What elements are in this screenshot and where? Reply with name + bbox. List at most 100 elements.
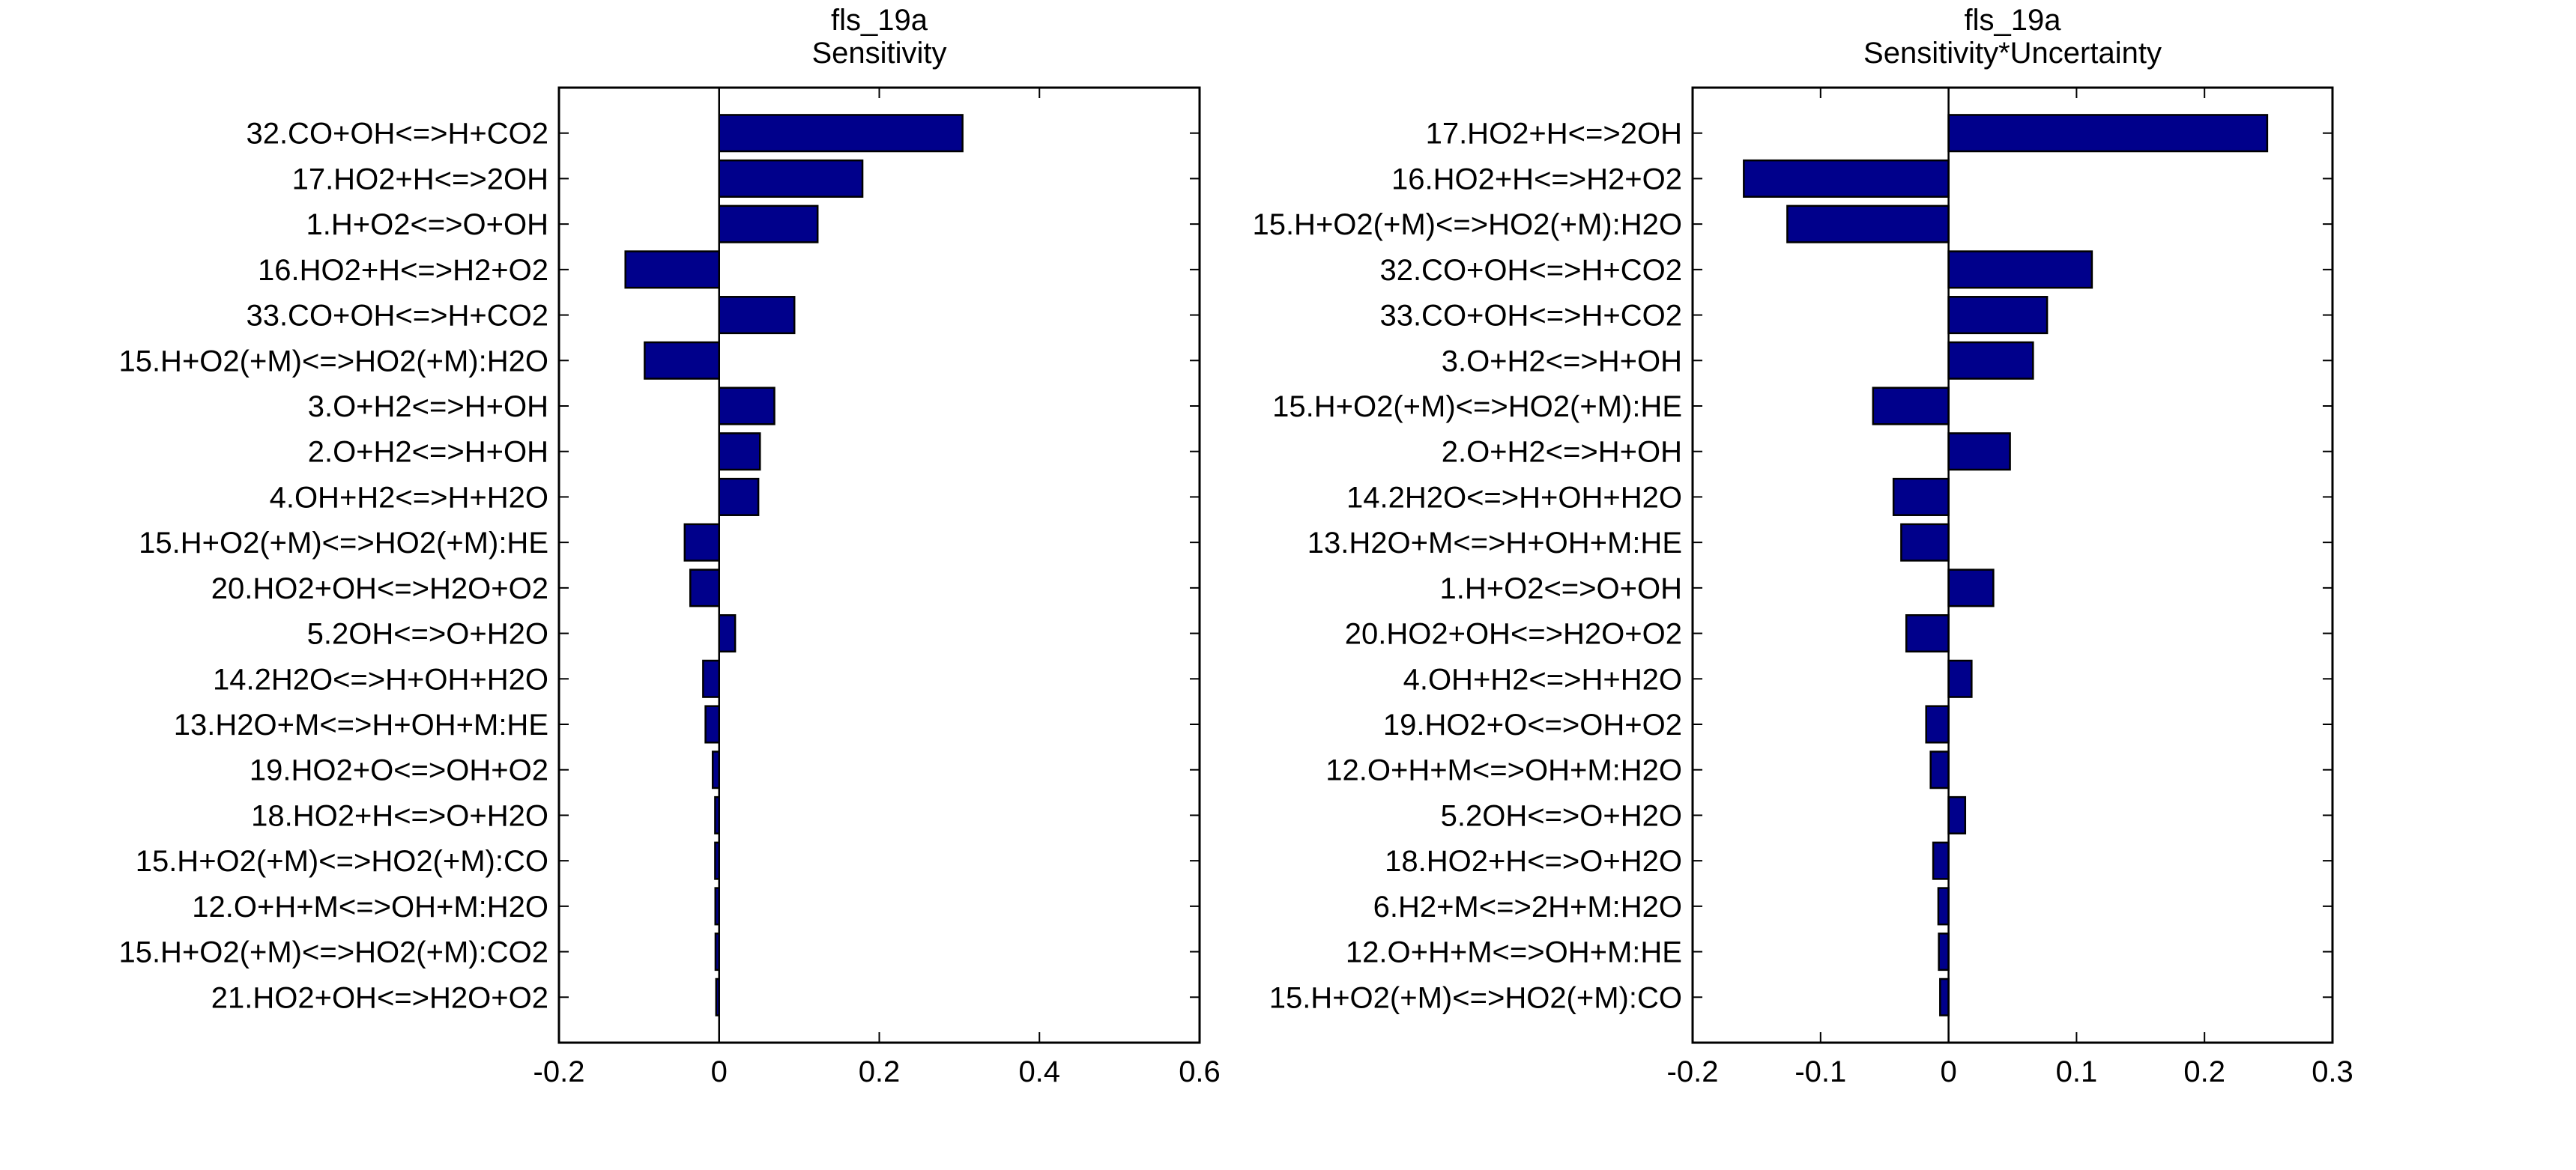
- bar: [1786, 204, 1950, 243]
- bar: [718, 477, 760, 516]
- axes-frame: [557, 86, 1201, 1044]
- bar-group: [624, 114, 964, 1016]
- y-tick-label: 3.O+H2<=>H+OH: [308, 390, 548, 423]
- sensitivity-chart: fls_19a Sensitivity 32.CO+OH<=>H+CO2 17.H…: [118, 4, 1220, 1088]
- bar: [1900, 523, 1950, 562]
- y-tick-label: 15.H+O2(+M)<=>HO2(+M):HE: [1272, 390, 1682, 423]
- y-tick-label: 33.CO+OH<=>H+CO2: [1379, 300, 1682, 333]
- y-tick-label: 1.H+O2<=>O+OH: [1439, 572, 1682, 605]
- y-tick-label: 15.H+O2(+M)<=>HO2(+M):CO: [136, 845, 548, 878]
- bar-group: [1743, 114, 2269, 1016]
- y-tick-label: 12.O+H+M<=>OH+M:H2O: [1325, 754, 1682, 787]
- y-tick-label: 21.HO2+OH<=>H2O+O2: [211, 981, 548, 1014]
- y-tick-label: 32.CO+OH<=>H+CO2: [246, 118, 548, 151]
- y-tick-label: 18.HO2+H<=>O+H2O: [1385, 845, 1682, 878]
- x-tick-label: 0.2: [2183, 1055, 2225, 1088]
- y-tick-label: 19.HO2+O<=>OH+O2: [250, 754, 548, 787]
- y-tick-label: 4.OH+H2<=>H+H2O: [270, 481, 548, 514]
- y-tick-label: 14.2H2O<=>H+OH+H2O: [1346, 481, 1682, 514]
- y-tick-label: 4.OH+H2<=>H+H2O: [1403, 663, 1682, 696]
- x-tick-label: -0.2: [533, 1055, 585, 1088]
- x-tick-labels: -0.2 -0.1 0 0.1 0.2 0.3: [1667, 1055, 2353, 1088]
- bar: [702, 659, 720, 698]
- bar: [1947, 250, 2093, 289]
- bar: [683, 523, 721, 562]
- bar: [718, 159, 864, 198]
- bar: [704, 705, 720, 744]
- y-tick-label: 12.O+H+M<=>OH+M:H2O: [192, 891, 548, 924]
- bar: [1925, 705, 1950, 744]
- bar: [1929, 751, 1950, 789]
- y-tick-label: 20.HO2+OH<=>H2O+O2: [1345, 618, 1682, 651]
- y-tick-label: 20.HO2+OH<=>H2O+O2: [211, 572, 548, 605]
- y-tick-label: 1.H+O2<=>O+OH: [306, 208, 548, 241]
- bar: [718, 296, 796, 335]
- bar: [711, 751, 721, 789]
- bar: [1947, 296, 2049, 335]
- x-tick-label: 0.4: [1018, 1055, 1060, 1088]
- y-tick-label: 18.HO2+H<=>O+H2O: [251, 799, 548, 832]
- bar: [718, 614, 737, 653]
- bar: [1905, 614, 1950, 653]
- y-tick-label: 15.H+O2(+M)<=>HO2(+M):HE: [139, 527, 548, 560]
- bar: [1947, 795, 1967, 834]
- chart-title: fls_19a: [831, 4, 928, 37]
- bar: [1947, 569, 1995, 607]
- sensitivity-uncertainty-chart: fls_19a Sensitivity*Uncertainty 17.HO2+H…: [1252, 4, 2353, 1088]
- axes-box: [1691, 86, 2334, 1044]
- y-tick-label: 14.2H2O<=>H+OH+H2O: [213, 663, 548, 696]
- bar: [718, 114, 964, 153]
- y-tick-label: 15.H+O2(+M)<=>HO2(+M):H2O: [118, 345, 548, 378]
- x-tick-label: 0.1: [2056, 1055, 2098, 1088]
- y-tick-label: 33.CO+OH<=>H+CO2: [246, 300, 548, 333]
- y-tick-label: 2.O+H2<=>H+OH: [308, 436, 548, 469]
- bar: [1937, 887, 1950, 926]
- chart-title: fls_19a: [1965, 4, 2062, 37]
- y-tick-label: 15.H+O2(+M)<=>HO2(+M):CO2: [118, 936, 548, 969]
- bar: [1947, 114, 2269, 153]
- x-tick-labels: -0.2 0 0.2 0.4 0.6: [533, 1055, 1221, 1088]
- x-tick-label: -0.2: [1667, 1055, 1719, 1088]
- y-tick-label: 19.HO2+O<=>OH+O2: [1383, 709, 1682, 742]
- y-tick-label: 15.H+O2(+M)<=>HO2(+M):H2O: [1252, 208, 1682, 241]
- y-tick-label: 2.O+H2<=>H+OH: [1442, 436, 1682, 469]
- bar: [1743, 159, 1950, 198]
- chart-subtitle: Sensitivity: [811, 37, 946, 70]
- bar: [1872, 387, 1950, 425]
- bar: [689, 569, 721, 607]
- y-tick-label: 13.H2O+M<=>H+OH+M:HE: [174, 709, 548, 742]
- y-tick-label: 16.HO2+H<=>H2+O2: [258, 254, 548, 287]
- bar: [1938, 933, 1950, 972]
- x-tick-label: -0.1: [1795, 1055, 1846, 1088]
- x-tick-label: 0: [711, 1055, 728, 1088]
- x-tick-label: 0: [1940, 1055, 1956, 1088]
- y-tick-label: 17.HO2+H<=>2OH: [1426, 118, 1682, 151]
- y-tick-label: 5.2OH<=>O+H2O: [307, 618, 548, 651]
- y-tick-labels: 32.CO+OH<=>H+CO2 17.HO2+H<=>2OH 1.H+O2<=>O…: [118, 118, 548, 1015]
- bar: [644, 341, 721, 380]
- bar: [1939, 977, 1950, 1016]
- y-tick-label: 17.HO2+H<=>2OH: [292, 163, 548, 195]
- x-tick-label: 0.3: [2312, 1055, 2353, 1088]
- y-tick-label: 15.H+O2(+M)<=>HO2(+M):CO: [1269, 981, 1682, 1014]
- axes-frame: [1691, 86, 2334, 1044]
- bar: [718, 432, 761, 471]
- x-tick-label: 0.2: [859, 1055, 901, 1088]
- bar: [718, 387, 775, 425]
- y-tick-label: 12.O+H+M<=>OH+M:HE: [1346, 936, 1682, 969]
- bar: [1947, 341, 2034, 380]
- y-tick-label: 16.HO2+H<=>H2+O2: [1391, 163, 1682, 195]
- bar: [1892, 477, 1950, 516]
- x-tick-label: 0.6: [1179, 1055, 1221, 1088]
- y-tick-labels: 17.HO2+H<=>2OH 16.HO2+H<=>H2+O2 15.H+O2(+M…: [1252, 118, 1682, 1015]
- chart-subtitle: Sensitivity*Uncertainty: [1863, 37, 2162, 70]
- y-tick-label: 3.O+H2<=>H+OH: [1442, 345, 1682, 378]
- y-tick-label: 32.CO+OH<=>H+CO2: [1379, 254, 1682, 287]
- y-tick-label: 5.2OH<=>O+H2O: [1441, 799, 1682, 832]
- bar: [718, 204, 819, 243]
- y-tick-label: 6.H2+M<=>2H+M:H2O: [1373, 891, 1682, 924]
- bar: [1947, 659, 1973, 698]
- y-tick-label: 13.H2O+M<=>H+OH+M:HE: [1307, 527, 1682, 560]
